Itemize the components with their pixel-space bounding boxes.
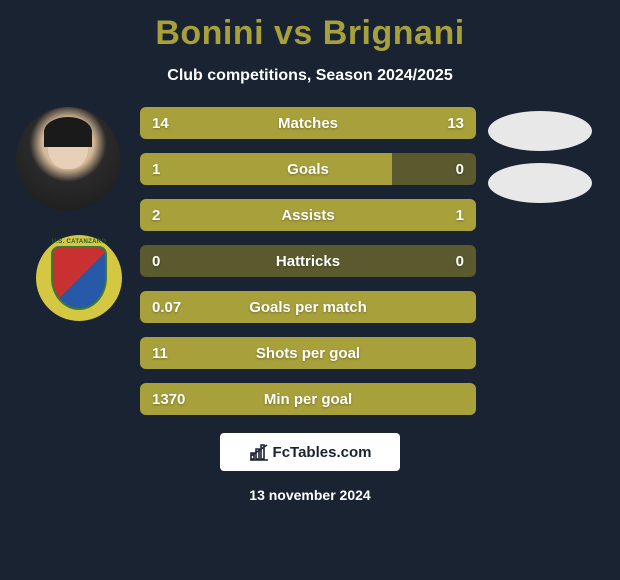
stat-row: 11Shots per goal — [140, 337, 476, 369]
stat-row: 0.07Goals per match — [140, 291, 476, 323]
stat-label: Goals — [140, 161, 476, 178]
stat-right-value: 0 — [456, 161, 464, 178]
brand-text: FcTables.com — [273, 444, 372, 461]
stat-right-value: 1 — [456, 207, 464, 224]
stat-row: 1Goals0 — [140, 153, 476, 185]
brand-badge[interactable]: FcTables.com — [220, 433, 400, 471]
stat-label: Goals per match — [140, 299, 476, 316]
stat-label: Min per goal — [140, 391, 476, 408]
opponent-crest-placeholder — [488, 163, 592, 203]
left-column: U.S. CATANZARO — [10, 107, 130, 321]
club-crest: U.S. CATANZARO — [36, 235, 122, 321]
page-title: Bonini vs Brignani — [10, 14, 610, 53]
stat-row: 14Matches13 — [140, 107, 476, 139]
crest-label: U.S. CATANZARO — [36, 239, 122, 245]
main-area: U.S. CATANZARO 14Matches131Goals02Assist… — [10, 107, 610, 415]
stat-right-value: 13 — [447, 115, 464, 132]
crest-shield-icon — [51, 246, 107, 310]
right-column — [488, 111, 604, 215]
stat-label: Assists — [140, 207, 476, 224]
stats-bars: 14Matches131Goals02Assists10Hattricks00.… — [140, 107, 476, 415]
comparison-card: Bonini vs Brignani Club competitions, Se… — [0, 0, 620, 580]
stat-label: Hattricks — [140, 253, 476, 270]
stat-label: Shots per goal — [140, 345, 476, 362]
subtitle: Club competitions, Season 2024/2025 — [10, 67, 610, 85]
stat-label: Matches — [140, 115, 476, 132]
stat-right-value: 0 — [456, 253, 464, 270]
player-avatar — [16, 107, 120, 211]
stat-row: 1370Min per goal — [140, 383, 476, 415]
opponent-avatar-placeholder — [488, 111, 592, 151]
chart-icon — [249, 442, 269, 462]
stat-row: 0Hattricks0 — [140, 245, 476, 277]
stat-row: 2Assists1 — [140, 199, 476, 231]
date-label: 13 november 2024 — [10, 487, 610, 503]
